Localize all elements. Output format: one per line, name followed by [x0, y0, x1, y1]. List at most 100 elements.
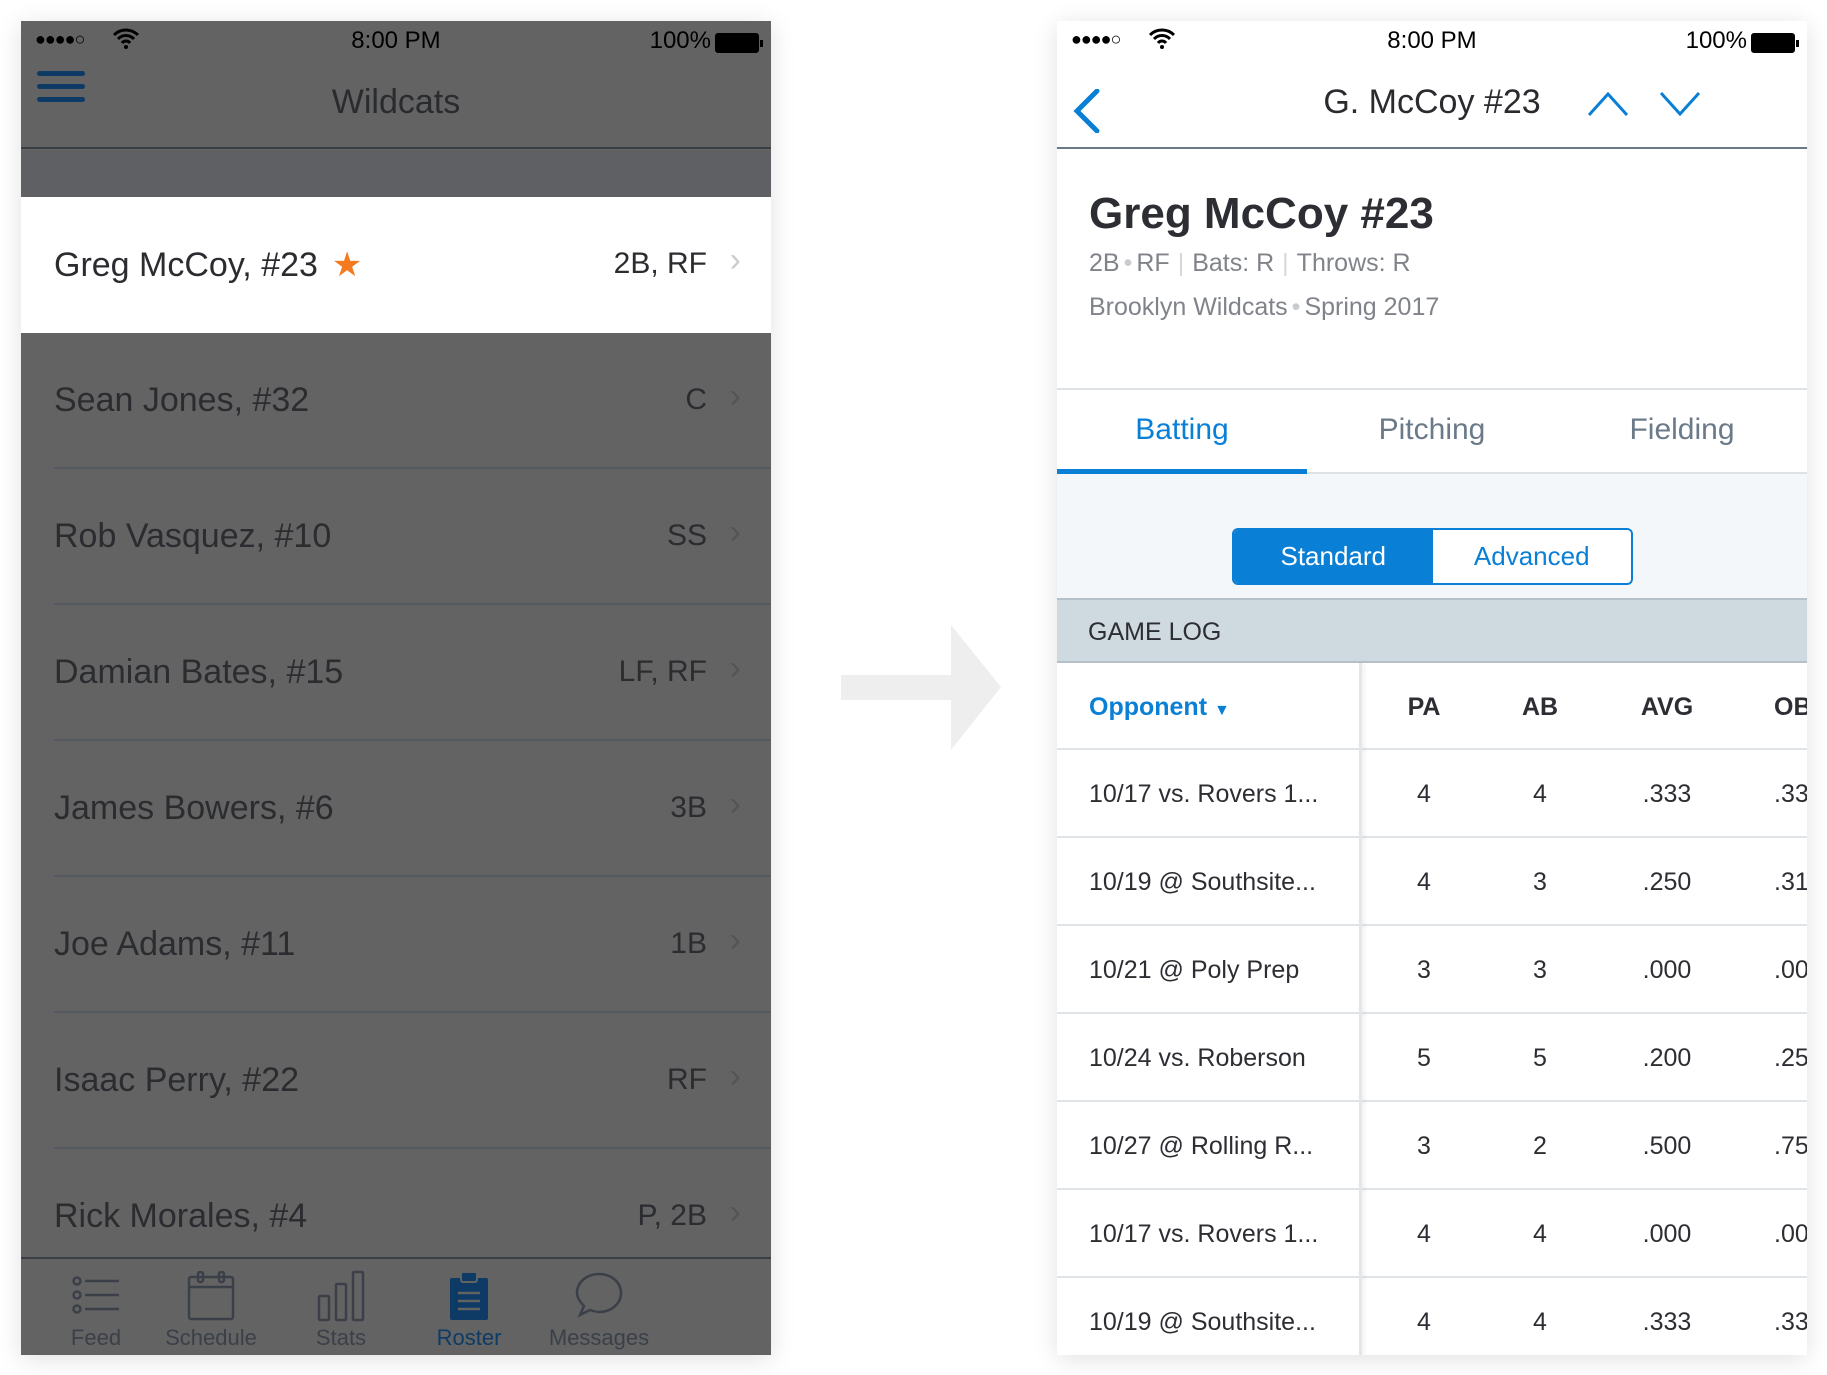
table-row[interactable]: 10/19 @ Southsite... 4 3 .250 .31: [1057, 838, 1807, 926]
table-row[interactable]: 10/17 vs. Rovers 1... 4 4 .000 .00: [1057, 1190, 1807, 1278]
roster-row[interactable]: Damian Bates, #15 LF, RF ›: [21, 605, 771, 741]
stat-cell: .250: [1642, 868, 1692, 896]
player-position: 1B: [670, 927, 707, 960]
chevron-right-icon: ›: [729, 377, 741, 415]
segment-standard[interactable]: Standard: [1234, 530, 1433, 583]
table-row[interactable]: 10/19 @ Southsite... 4 4 .333 .33: [1057, 1278, 1807, 1355]
player-attributes: 2B • RF | Bats: R | Throws: R: [1089, 249, 1411, 277]
status-bar: ●●●●○ 8:00 PM 100%: [1057, 21, 1807, 61]
chat-bubble-icon: [524, 1267, 674, 1325]
list-header-strip: [21, 151, 771, 197]
divider: [54, 875, 771, 877]
column-header-ab[interactable]: AB: [1521, 693, 1559, 721]
list-icon: [21, 1267, 171, 1325]
chevron-right-icon: ›: [729, 1193, 741, 1231]
opponent-cell: 10/17 vs. Rovers 1...: [1089, 1220, 1319, 1248]
obp-cell: .33: [1774, 1308, 1807, 1336]
opponent-cell: 10/27 @ Rolling R...: [1089, 1132, 1314, 1160]
player-name: Isaac Perry, #22: [54, 1061, 300, 1099]
player-position: SS: [666, 519, 707, 552]
transition-arrow-icon: [841, 625, 1001, 755]
player-position: RF: [667, 1063, 707, 1096]
table-row[interactable]: 10/24 vs. Roberson 5 5 .200 .25: [1057, 1014, 1807, 1102]
tab-batting[interactable]: Batting: [1057, 390, 1307, 474]
roster-row[interactable]: Greg McCoy, #23 ★ 2B, RF ›: [21, 197, 771, 333]
table-row[interactable]: 10/17 vs. Rovers 1... 4 4 .333 .33: [1057, 750, 1807, 838]
team-title: Wildcats: [331, 83, 461, 121]
position-secondary: RF: [1136, 249, 1170, 277]
frozen-column-divider: [1359, 663, 1362, 1355]
battery-icon: [1751, 33, 1799, 53]
roster-screen: ●●●●○ 8:00 PM 100% Wildcats Greg McCoy, …: [21, 21, 771, 1355]
column-header-avg[interactable]: AVG: [1640, 693, 1694, 721]
roster-row[interactable]: James Bowers, #6 3B ›: [21, 741, 771, 877]
table-header-row: Opponent ▼ PA AB AVG OB: [1057, 663, 1807, 750]
column-header-opponent: Opponent: [1089, 693, 1208, 721]
back-chevron-icon[interactable]: [1071, 88, 1101, 142]
stat-cell: 4: [1533, 1308, 1547, 1336]
opponent-cell: 10/24 vs. Roberson: [1089, 1044, 1306, 1072]
chevron-right-icon: ›: [729, 921, 741, 959]
stat-cell: 4: [1417, 1308, 1431, 1336]
stat-cell: 3: [1417, 956, 1431, 984]
previous-player-chevron-up-icon[interactable]: [1587, 91, 1629, 122]
tab-messages[interactable]: Messages: [524, 1267, 674, 1351]
stat-type-segmented-control: Standard Advanced: [1232, 528, 1633, 585]
divider: [54, 1011, 771, 1013]
obp-cell: .00: [1774, 1220, 1807, 1248]
tab-fielding[interactable]: Fielding: [1629, 413, 1735, 446]
player-name: Sean Jones, #32: [54, 381, 310, 419]
divider: [54, 603, 771, 605]
tab-schedule[interactable]: Schedule: [136, 1267, 286, 1351]
next-player-chevron-down-icon[interactable]: [1659, 91, 1701, 122]
season: Spring 2017: [1304, 293, 1440, 321]
star-icon: ★: [331, 246, 363, 284]
stat-cell: 3: [1533, 956, 1547, 984]
divider: [54, 1147, 771, 1149]
wifi-icon: [1148, 27, 1176, 55]
stat-cell: 4: [1417, 868, 1431, 896]
chevron-right-icon: ›: [729, 1057, 741, 1095]
tab-stats[interactable]: Stats: [266, 1267, 416, 1351]
segment-advanced[interactable]: Advanced: [1432, 530, 1631, 583]
roster-row[interactable]: Sean Jones, #32 C ›: [21, 333, 771, 469]
stat-cell: 3: [1417, 1132, 1431, 1160]
tab-roster[interactable]: Roster: [394, 1267, 544, 1351]
opponent-cell: 10/19 @ Southsite...: [1089, 868, 1316, 896]
table-row[interactable]: 10/27 @ Rolling R... 3 2 .500 .75: [1057, 1102, 1807, 1190]
player-position: 2B, RF: [613, 247, 707, 280]
opponent-sort-header[interactable]: Opponent ▼: [1089, 693, 1230, 722]
nav-bar: Wildcats: [21, 61, 771, 149]
stat-cell: .500: [1642, 1132, 1692, 1160]
chevron-right-icon: ›: [729, 649, 741, 687]
divider: [54, 739, 771, 741]
table-row[interactable]: 10/21 @ Poly Prep 3 3 .000 .00: [1057, 926, 1807, 1014]
tab-feed[interactable]: Feed: [21, 1267, 171, 1351]
throws: Throws: R: [1296, 249, 1411, 277]
status-bar: ●●●●○ 8:00 PM 100%: [21, 21, 771, 61]
stat-cell: .333: [1642, 1308, 1692, 1336]
opponent-cell: 10/21 @ Poly Prep: [1089, 956, 1300, 984]
position-primary: 2B: [1089, 249, 1120, 277]
tab-label: Schedule: [165, 1325, 257, 1350]
player-name: Greg McCoy, #23 ★: [54, 246, 363, 284]
roster-row[interactable]: Rob Vasquez, #10 SS ›: [21, 469, 771, 605]
chevron-right-icon: ›: [729, 785, 741, 823]
player-position: 3B: [670, 791, 707, 824]
signal-icon: ●●●●○: [35, 29, 85, 49]
player-name: Rob Vasquez, #10: [54, 517, 332, 555]
opponent-cell: 10/19 @ Southsite...: [1089, 1308, 1316, 1336]
tab-pitching[interactable]: Pitching: [1378, 413, 1486, 446]
menu-icon[interactable]: [37, 71, 85, 110]
game-log-table: Opponent ▼ PA AB AVG OB 10/17 vs. Rovers…: [1057, 663, 1807, 1355]
player-position: LF, RF: [618, 655, 707, 688]
column-header-obp[interactable]: OB: [1774, 693, 1807, 721]
roster-row[interactable]: Isaac Perry, #22 RF ›: [21, 1013, 771, 1149]
battery-icon: [715, 33, 763, 53]
chevron-right-icon: ›: [729, 513, 741, 551]
column-header-pa[interactable]: PA: [1407, 693, 1441, 721]
status-time: 8:00 PM: [351, 27, 441, 54]
obp-cell: .31: [1774, 868, 1807, 896]
roster-row[interactable]: Joe Adams, #11 1B ›: [21, 877, 771, 1013]
battery-percent: 100%: [1685, 27, 1747, 54]
